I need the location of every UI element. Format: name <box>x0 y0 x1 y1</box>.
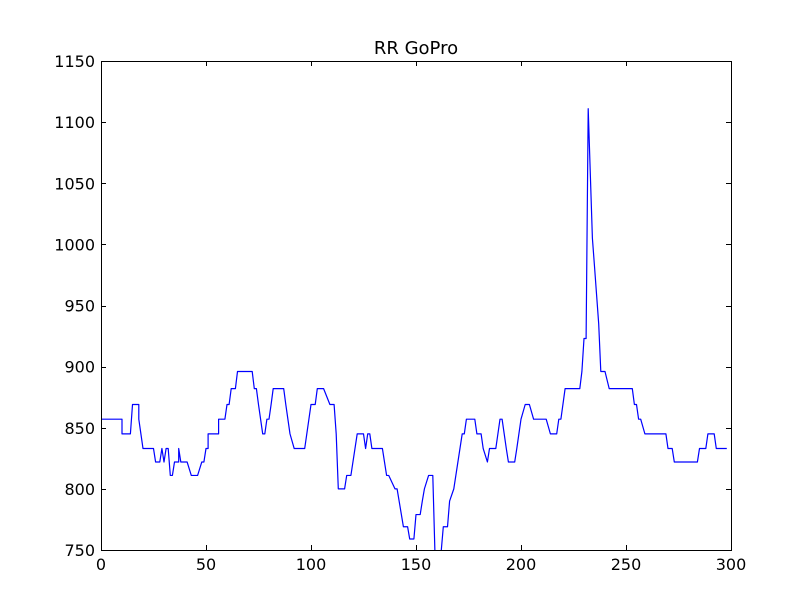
x-tick-label: 200 <box>506 555 537 574</box>
y-tick-label: 900 <box>64 358 95 377</box>
axis-ticks <box>101 61 732 551</box>
plot-area <box>101 108 727 551</box>
y-tick-label: 1050 <box>54 174 95 193</box>
chart-title: RR GoPro <box>374 38 458 59</box>
x-tick-label: 150 <box>401 555 432 574</box>
y-tick-label: 1000 <box>54 235 95 254</box>
tick-labels: 0 50 100 150 200 250 300 750 800 850 900 950 1000 105… <box>54 52 746 574</box>
y-tick-label: 1150 <box>54 52 95 71</box>
x-tick-label: 250 <box>611 555 642 574</box>
series-line <box>101 108 727 551</box>
x-tick-label: 50 <box>196 555 216 574</box>
x-tick-label: 0 <box>96 555 106 574</box>
x-tick-label: 300 <box>716 555 747 574</box>
y-tick-label: 850 <box>64 419 95 438</box>
x-tick-label: 100 <box>296 555 327 574</box>
y-tick-label: 950 <box>64 297 95 316</box>
y-tick-label: 1100 <box>54 113 95 132</box>
y-tick-label: 750 <box>64 541 95 560</box>
y-tick-label: 800 <box>64 480 95 499</box>
plot-frame <box>101 61 732 551</box>
